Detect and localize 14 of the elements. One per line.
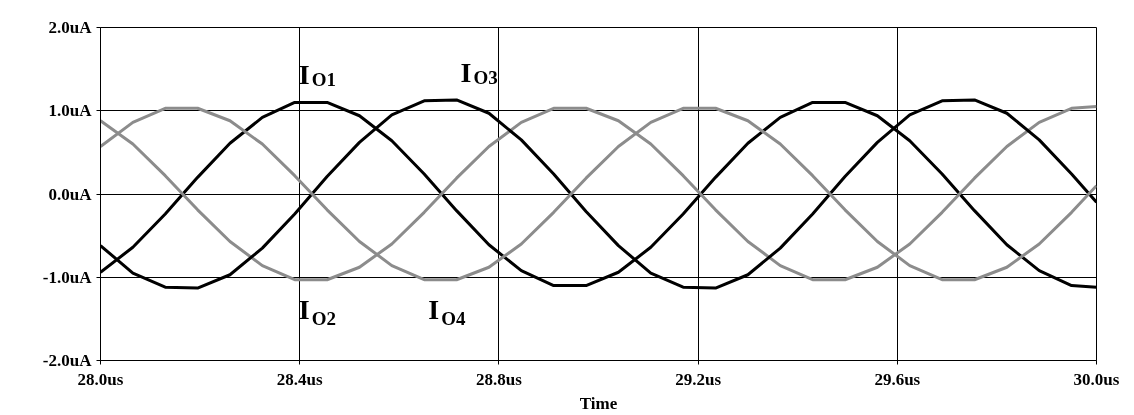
x-tick-label: 30.0us: [1073, 369, 1120, 389]
x-tick-label: 28.4us: [276, 369, 323, 389]
y-tick-label: 1.0uA: [48, 101, 93, 121]
series-label: IO3: [460, 56, 498, 88]
y-tick-label: 0.0uA: [48, 184, 93, 204]
x-tick-label: 29.2us: [675, 369, 722, 389]
x-tick-label: 29.6us: [874, 369, 921, 389]
series-label: IO1: [298, 59, 336, 91]
x-tick-label: 28.8us: [475, 369, 523, 389]
x-tick-label: 28.0us: [77, 369, 124, 389]
y-tick-label: -1.0uA: [42, 267, 93, 287]
y-tick-label: 2.0uA: [48, 18, 93, 37]
y-tick-label: -2.0uA: [42, 351, 93, 370]
x-axis-title: Time: [579, 393, 618, 413]
